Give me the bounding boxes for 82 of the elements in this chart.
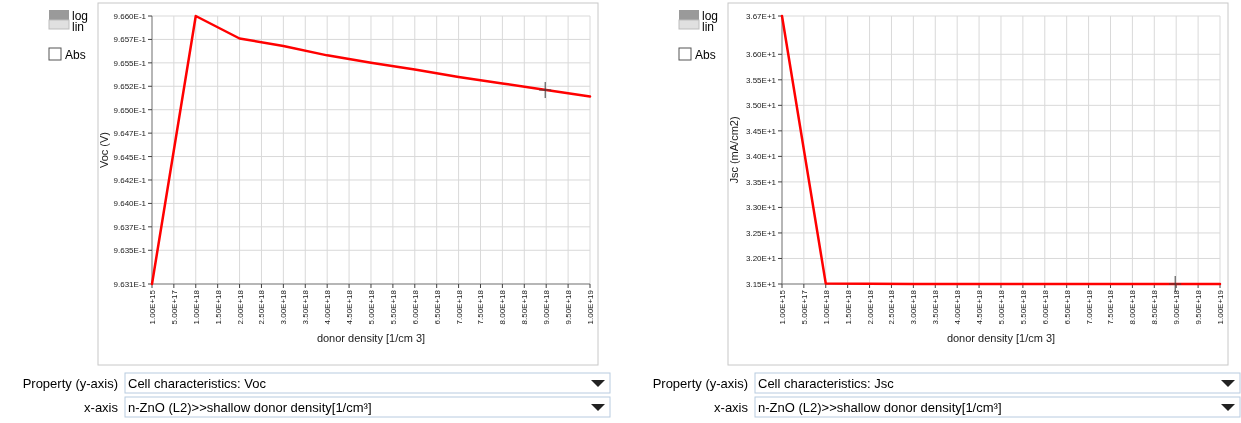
text: Cell characteristics: Jsc [758,376,895,391]
y-tick-label: 3.15E+1 [745,280,777,289]
x-tick-label: 3.00E+18 [279,289,289,325]
text: n-ZnO (L2)>>shallow donor density[1/cm³] [758,400,1002,415]
text: x-axis [84,400,119,415]
y-tick-label: 3.67E+1 [745,12,777,21]
x-tick-label: 8.00E+18 [498,289,508,325]
y-tick-label: 3.30E+1 [745,203,777,213]
y-tick-label: 3.60E+1 [745,50,777,60]
x-tick-label: 1.00E+19 [586,289,595,325]
y-tick-label: 9.635E-1 [113,246,147,256]
x-tick-label: 5.00E+18 [996,289,1006,325]
y-tick-label: 3.55E+1 [745,75,777,85]
x-tick-label: 4.00E+18 [323,289,333,325]
x-tick-label: 1.00E+18 [821,289,831,325]
x-tick-label: 4.00E+18 [953,289,963,325]
x-tick-label: 5.00E+17 [169,289,179,325]
x-tick-label: 3.50E+18 [931,289,941,325]
x-tick-label: 1.00E+15 [148,289,157,325]
y-tick-label: 9.655E-1 [113,58,147,68]
y-tick-label: 3.20E+1 [745,254,777,264]
x-tick-label: 9.00E+18 [542,289,552,325]
y-tick-label: 9.660E-1 [113,12,147,21]
x-tick-label: 6.00E+18 [410,289,420,325]
text: log [702,9,719,23]
x-tick-label: 3.00E+18 [909,289,919,325]
x-tick-label: 2.00E+18 [235,289,245,325]
x-tick-label: 1.00E+15 [778,289,787,325]
x-tick-label: 7.50E+18 [476,289,486,325]
text: Abs [695,48,716,62]
y-axis-title: Jsc (mA/cm2) [728,116,740,184]
x-tick-label: 8.50E+18 [520,289,530,325]
x-tick-label: 1.00E+18 [191,289,201,325]
text: Property (y-axis) [652,376,748,391]
x-tick-label: 2.50E+18 [887,289,897,325]
y-tick-label: 3.25E+1 [745,228,777,238]
x-tick-label: 8.00E+18 [1128,289,1138,325]
x-tick-label: 4.50E+18 [975,289,985,325]
y-tick-label: 3.40E+1 [745,152,777,162]
x-tick-label: 5.00E+18 [366,289,376,325]
y-tick-label: 9.657E-1 [113,35,147,45]
x-tick-label: 1.50E+18 [213,289,223,325]
x-tick-label: 6.00E+18 [1040,289,1050,325]
x-tick-label: 7.50E+18 [1106,289,1116,325]
x-tick-label: 2.50E+18 [257,289,267,325]
x-tick-label: 8.50E+18 [1150,289,1160,325]
text: n-ZnO (L2)>>shallow donor density[1/cm³] [128,400,372,415]
x-tick-label: 5.50E+18 [1018,289,1028,325]
text: Abs [65,48,86,62]
x-axis-title: donor density [1/cm 3] [946,332,1056,344]
x-tick-label: 1.00E+19 [1216,289,1225,325]
y-tick-label: 9.631E-1 [113,280,147,289]
x-tick-label: 5.50E+18 [388,289,398,325]
text: Cell characteristics: Voc [128,376,267,391]
line-series [150,14,592,286]
text: x-axis [714,400,749,415]
y-tick-label: 3.50E+1 [745,101,777,111]
x-tick-label: 5.00E+17 [799,289,809,325]
text: Property (y-axis) [22,376,118,391]
x-tick-label: 2.00E+18 [865,289,875,325]
x-tick-label: 3.50E+18 [301,289,311,325]
x-tick-label: 9.50E+18 [564,289,574,325]
y-tick-label: 9.637E-1 [113,222,147,232]
y-tick-label: 9.652E-1 [113,82,147,92]
x-axis-title: donor density [1/cm 3] [316,332,426,344]
x-tick-label: 1.50E+18 [843,289,853,325]
y-tick-label: 3.45E+1 [745,126,777,136]
y-tick-label: 9.645E-1 [113,152,147,162]
y-tick-label: 9.647E-1 [113,129,147,139]
x-tick-label: 7.00E+18 [454,289,464,325]
x-tick-label: 4.50E+18 [345,289,355,325]
y-axis-title: Voc (V) [98,131,110,169]
y-tick-label: 9.640E-1 [113,199,147,209]
y-tick-label: 9.650E-1 [113,105,147,115]
x-tick-label: 6.50E+18 [432,289,442,325]
x-tick-label: 6.50E+18 [1062,289,1072,325]
y-tick-label: 3.35E+1 [745,177,777,187]
x-tick-label: 7.00E+18 [1084,289,1094,325]
x-tick-label: 9.50E+18 [1194,289,1204,325]
x-tick-label: 9.00E+18 [1172,289,1182,325]
y-tick-label: 9.642E-1 [113,175,147,185]
text: log [72,9,89,23]
